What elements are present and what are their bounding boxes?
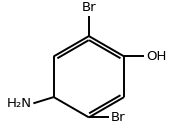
Text: Br: Br bbox=[82, 1, 96, 14]
Text: H₂N: H₂N bbox=[7, 97, 32, 110]
Text: Br: Br bbox=[111, 111, 125, 124]
Text: OH: OH bbox=[146, 50, 166, 63]
